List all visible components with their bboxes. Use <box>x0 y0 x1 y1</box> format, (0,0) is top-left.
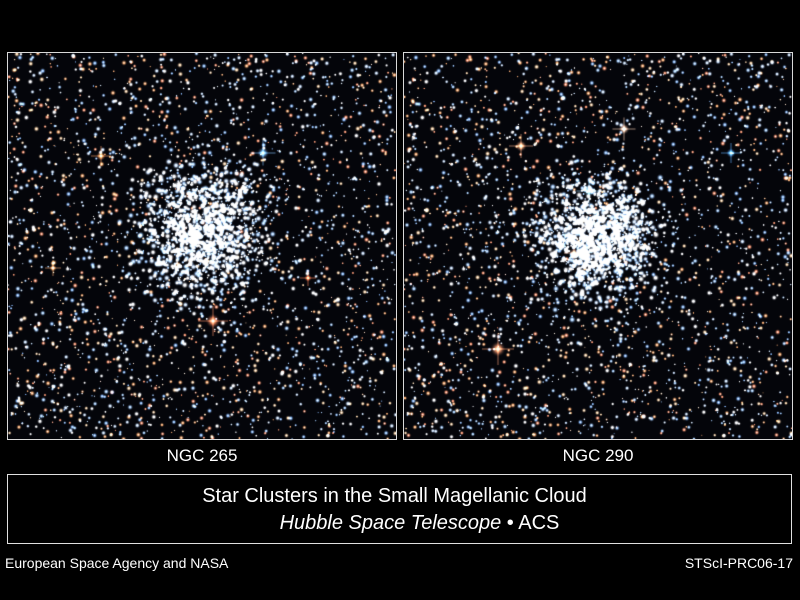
caption-subtitle: Hubble Space Telescope • ACS <box>48 512 791 535</box>
caption-title: Star Clusters in the Small Magellanic Cl… <box>202 485 587 507</box>
caption-box: Star Clusters in the Small Magellanic Cl… <box>7 474 792 544</box>
credit-right: STScI-PRC06-17 <box>684 555 793 571</box>
separator: • <box>501 512 519 534</box>
ngc-265-image <box>7 52 397 440</box>
credit-left: European Space Agency and NASA <box>5 555 229 571</box>
ngc-290-label: NGC 290 <box>562 446 634 465</box>
ngc-265-label: NGC 265 <box>166 446 238 465</box>
ngc-290-image <box>403 52 793 440</box>
instrument-name: ACS <box>518 512 560 534</box>
telescope-name: Hubble Space Telescope <box>279 512 502 534</box>
